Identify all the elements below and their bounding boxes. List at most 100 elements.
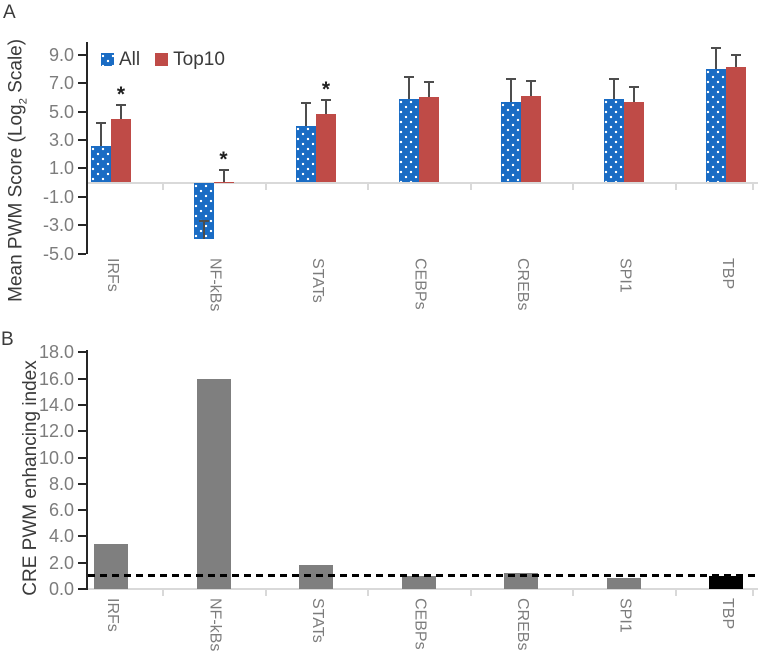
error-bar-stem-all-irfs [100, 122, 102, 146]
panel-a-x-axis-tick [752, 183, 754, 190]
significance-star-nf-kbs: * [219, 147, 228, 171]
bar-all-stats [296, 125, 316, 183]
legend: All Top10 [101, 50, 225, 69]
bar-top10-cebps [418, 97, 439, 183]
category-label-crebs: CREBs [514, 598, 531, 651]
panel-b-x-axis-tick [572, 590, 575, 596]
panel-b-y-tick-label: 0.0 [48, 579, 74, 599]
panel-b-y-tick-label: 16.0 [38, 368, 74, 389]
reference-dashed-line [88, 574, 758, 578]
panel-a-y-tick-label: 5.0 [48, 101, 74, 122]
category-label-irfs: IRFs [104, 598, 121, 632]
category-label-stats: STATs [309, 598, 326, 643]
category-label-tbp: TBP [719, 258, 736, 290]
error-bar-stem-top10-stats [325, 100, 327, 115]
category-label-nf-kbs: NF-kBs [206, 598, 224, 652]
panel-a-x-axis-tick [264, 183, 267, 190]
error-bar-stem-all-crebs [510, 78, 512, 102]
panel-a-y-tick-label: -1.0 [42, 186, 74, 207]
panel-a-y-tick-label: 1.0 [48, 158, 74, 179]
error-bar-cap-all-nf-kbs [198, 219, 209, 222]
error-bar-cap-all-crebs [506, 77, 516, 80]
panel-b-y-tick [78, 588, 86, 590]
category-label-nf-kbs: NF-kBs [206, 258, 224, 312]
panel-a-y-tick-label: 7.0 [48, 73, 74, 94]
panel-b-y-tick [78, 561, 86, 564]
error-bar-cap-top10-stats [321, 99, 331, 102]
error-bar-stem-top10-tbp [735, 54, 737, 68]
panel-a-x-axis-tick [367, 183, 370, 190]
panel-a-y-tick [78, 252, 86, 255]
category-label-spi1: SPI1 [616, 258, 634, 293]
bar-all-irfs [91, 145, 111, 183]
bar-top10-crebs [521, 95, 541, 183]
panel-a-y-tick [78, 167, 86, 170]
significance-star-irfs: * [116, 83, 126, 107]
error-bar-cap-all-cebps [403, 76, 414, 79]
error-bar-stem-all-cebps [407, 77, 410, 99]
bar-cre-pwm-enhancing-index-spi1 [606, 578, 641, 589]
panel-b-y-tick-label: 10.0 [38, 447, 74, 468]
panel-b-y-tick [78, 535, 86, 538]
error-bar-stem-top10-cebps [427, 81, 430, 98]
bar-cre-pwm-enhancing-index-tbp [709, 575, 743, 589]
panel-b-x-axis-line [88, 588, 758, 590]
bar-top10-stats [316, 114, 336, 183]
error-bar-cap-all-irfs [96, 121, 106, 124]
bar-all-cebps [398, 98, 419, 183]
error-bar-cap-top10-spi1 [628, 86, 639, 89]
error-bar-cap-top10-cebps [423, 80, 434, 83]
panel-a-x-axis-tick [674, 183, 677, 190]
bar-top10-tbp [726, 67, 746, 183]
category-label-stats: STATs [309, 258, 326, 303]
panel-a-y-tick [78, 82, 86, 85]
panel-a-letter: A [3, 2, 16, 23]
panel-b-y-tick [78, 351, 86, 354]
panel-a-x-axis-tick [162, 183, 165, 190]
bar-cre-pwm-enhancing-index-cebps [401, 575, 436, 589]
panel-b-y-tick-label: 2.0 [48, 552, 74, 573]
legend-swatch-top10 [155, 53, 169, 66]
legend-label-all: All [119, 49, 141, 70]
panel-a-y-tick-label: 3.0 [48, 129, 74, 150]
panel-b-letter: B [1, 329, 14, 350]
panel-b-y-tick-label: 4.0 [48, 526, 74, 547]
bar-cre-pwm-enhancing-index-irfs [94, 544, 128, 589]
error-bar-stem-top10-irfs [120, 105, 122, 119]
panel-b-x-axis-tick [752, 590, 754, 596]
panel-a-y-tick-label: 9.0 [48, 44, 74, 65]
panel-b-x-axis-tick [162, 590, 165, 596]
bar-all-nf-kbs [193, 182, 214, 240]
panel-b-y-tick-label: 14.0 [38, 394, 74, 415]
panel-b-y-tick-label: 12.0 [38, 421, 74, 442]
significance-star-stats: * [321, 78, 331, 102]
category-label-cebps: CEBPs [411, 258, 429, 310]
error-bar-cap-all-spi1 [608, 77, 619, 80]
panel-a-y-tick [78, 138, 86, 141]
panel-a-x-axis-line [88, 181, 758, 184]
error-bar-stem-top10-nf-kbs [222, 169, 225, 182]
bar-cre-pwm-enhancing-index-nf-kbs [196, 378, 231, 589]
panel-b-x-axis-tick [469, 590, 472, 596]
panel-b-y-tick [78, 403, 86, 406]
legend-swatch-all [101, 53, 114, 66]
bar-top10-nf-kbs [213, 181, 234, 183]
error-bar-cap-top10-irfs [116, 104, 126, 107]
error-bar-stem-all-tbp [715, 48, 717, 69]
panel-a-y-tick [78, 110, 86, 113]
error-bar-cap-all-stats [301, 101, 311, 104]
panel-a-y-axis-line [86, 42, 88, 254]
category-label-cebps: CEBPs [411, 598, 429, 650]
panel-a-x-axis-tick [572, 183, 575, 190]
legend-label-top10: Top10 [173, 49, 225, 70]
error-bar-stem-all-stats [305, 102, 307, 126]
panel-b-y-tick [78, 456, 86, 459]
panel-b-y-tick-label: 8.0 [48, 473, 74, 494]
category-label-crebs: CREBs [514, 258, 531, 311]
panel-b-y-tick [78, 509, 86, 512]
panel-b-y-tick-label: 6.0 [48, 500, 74, 521]
panel-b-y-axis-line [86, 350, 88, 590]
category-label-spi1: SPI1 [616, 598, 634, 633]
panel-b-x-axis-tick [264, 590, 267, 596]
